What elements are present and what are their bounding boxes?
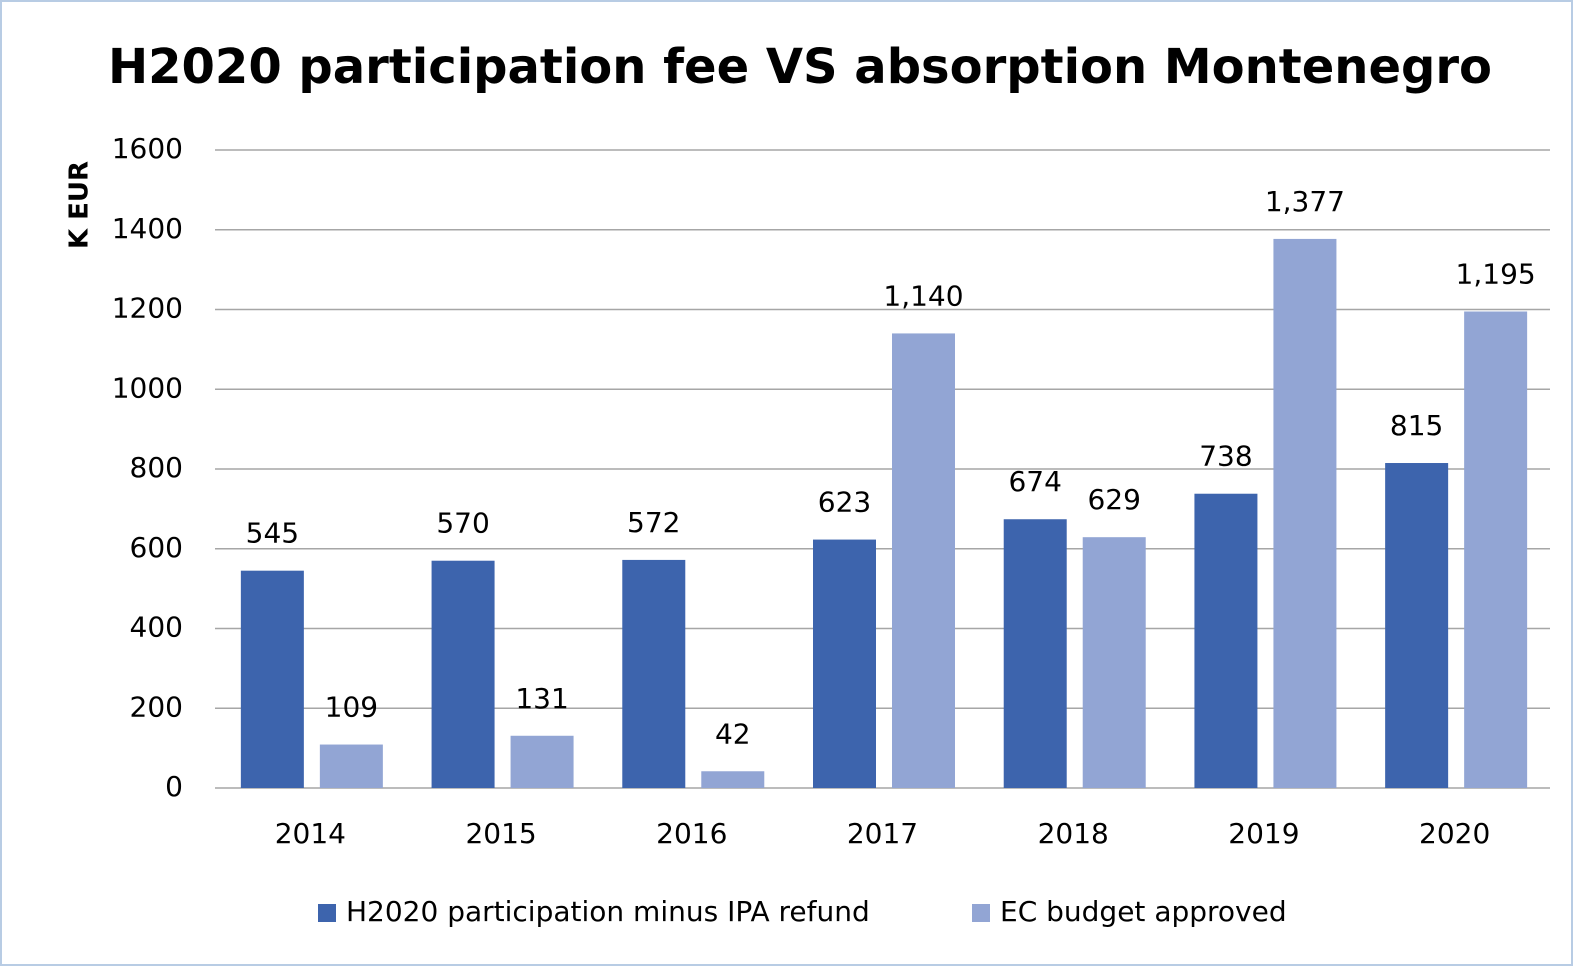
x-tick-label: 2016 xyxy=(656,817,727,850)
bar xyxy=(319,744,383,788)
x-tick-label: 2017 xyxy=(847,817,918,850)
value-label: 570 xyxy=(436,507,489,540)
legend-label: EC budget approved xyxy=(1000,895,1287,928)
y-tick-label: 0 xyxy=(165,770,183,803)
x-tick-label: 2020 xyxy=(1419,817,1490,850)
legend-label: H2020 participation minus IPA refund xyxy=(346,895,870,928)
legend-swatch xyxy=(318,904,336,922)
x-tick-label: 2019 xyxy=(1228,817,1299,850)
value-label: 42 xyxy=(715,717,751,750)
bar xyxy=(1194,493,1258,788)
y-tick-label: 200 xyxy=(130,690,183,723)
bar xyxy=(813,539,876,788)
value-label: 1,195 xyxy=(1456,257,1536,290)
bar xyxy=(1273,238,1337,788)
value-label: 1,140 xyxy=(883,279,963,312)
bar xyxy=(510,735,574,788)
y-tick-label: 600 xyxy=(130,531,183,564)
x-tick-label: 2018 xyxy=(1038,817,1109,850)
bar xyxy=(1464,311,1528,788)
x-tick-label: 2015 xyxy=(465,817,536,850)
y-tick-label: 1400 xyxy=(112,212,183,245)
y-tick-label: 1600 xyxy=(112,132,183,165)
bar xyxy=(1385,463,1449,788)
value-label: 674 xyxy=(1008,465,1061,498)
bar xyxy=(701,771,765,788)
value-label: 738 xyxy=(1199,440,1252,473)
legend-swatch xyxy=(972,904,990,922)
value-label: 572 xyxy=(627,506,680,539)
bar xyxy=(892,333,955,788)
y-tick-label: 800 xyxy=(130,451,183,484)
bar xyxy=(1003,519,1067,788)
value-label: 1,377 xyxy=(1265,185,1345,218)
value-label: 131 xyxy=(515,682,568,715)
bar xyxy=(622,559,686,788)
bar xyxy=(1082,537,1146,788)
value-label: 815 xyxy=(1390,409,1443,442)
bar xyxy=(240,570,304,788)
value-label: 629 xyxy=(1087,483,1140,516)
chart-title: H2020 participation fee VS absorption Mo… xyxy=(108,39,1492,95)
value-label: 623 xyxy=(818,486,871,519)
value-label: 109 xyxy=(325,691,378,724)
bar xyxy=(431,560,495,788)
value-label: 545 xyxy=(246,517,299,550)
y-tick-label: 1200 xyxy=(112,292,183,325)
y-axis-label: K EUR xyxy=(65,161,95,249)
x-tick-label: 2014 xyxy=(275,817,346,850)
y-tick-label: 400 xyxy=(130,611,183,644)
y-tick-label: 1000 xyxy=(112,371,183,404)
